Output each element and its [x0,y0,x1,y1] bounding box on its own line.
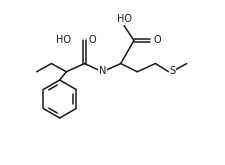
Text: HO: HO [56,35,71,45]
Text: S: S [169,66,176,76]
Text: N: N [99,66,106,76]
Text: O: O [89,35,96,45]
Text: HO: HO [117,14,132,24]
Text: O: O [154,35,161,45]
